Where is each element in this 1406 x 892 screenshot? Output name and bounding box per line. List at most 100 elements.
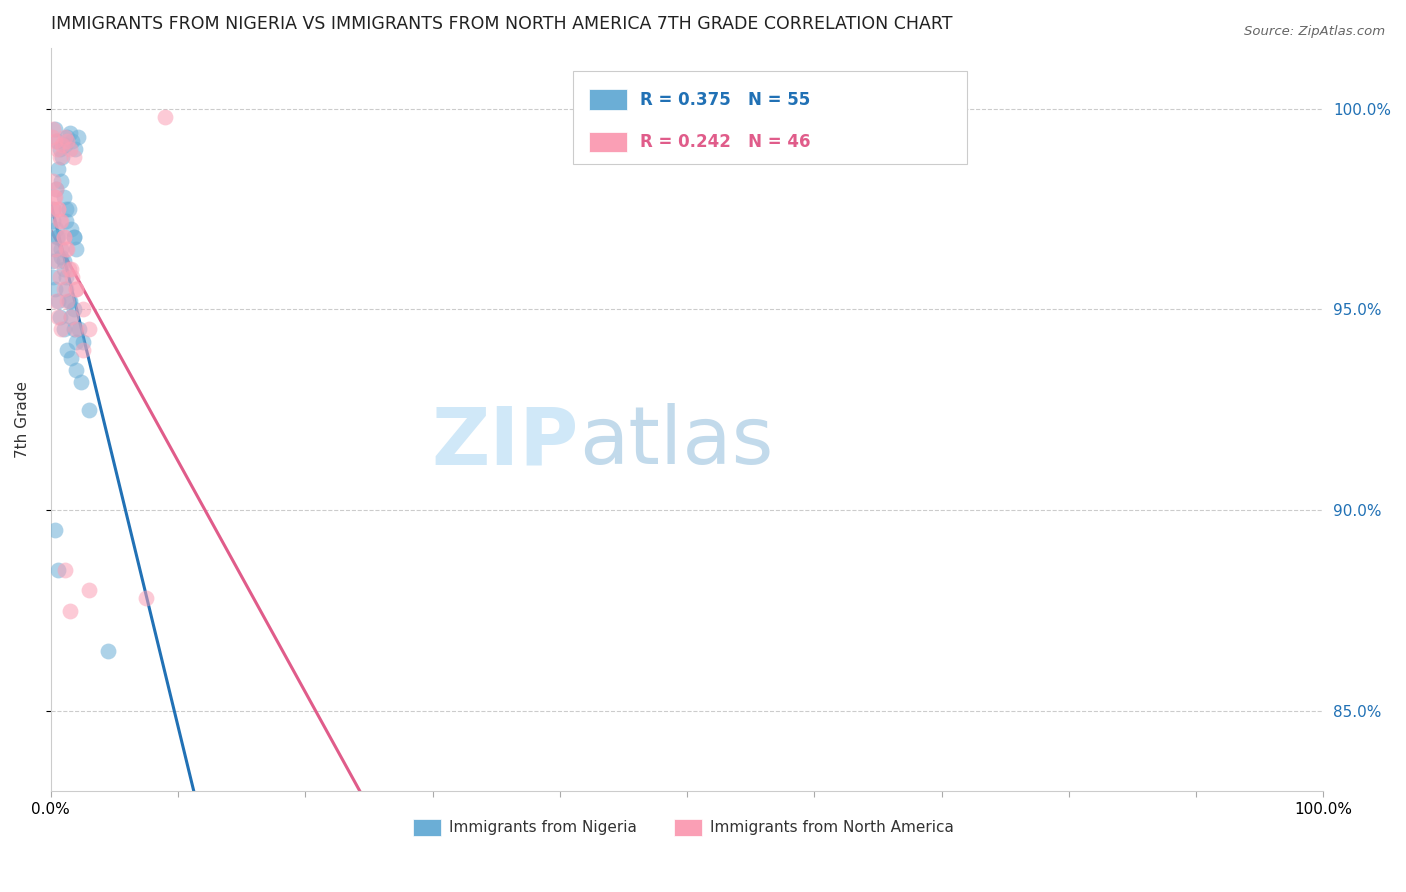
Point [52,230,75,244]
Point [56,242,79,256]
Point [60,310,83,325]
Bar [589,89,627,110]
Point [42,270,65,285]
Point [52,190,75,204]
Point [48,150,70,164]
Point [59,294,82,309]
Bar [413,820,441,836]
Text: ZIP: ZIP [432,403,579,481]
Bar [589,132,627,153]
Point [46,230,69,244]
Point [60,351,83,365]
Point [42,121,65,136]
Point [65,334,87,349]
Point [65,282,87,296]
Point [49,174,72,188]
Point [55,214,77,228]
Point [56,134,79,148]
Point [46,142,69,156]
Point [56,343,79,357]
Point [46,134,69,148]
Point [52,262,75,277]
Point [48,563,70,577]
Point [42,174,65,188]
Point [44,121,66,136]
Point [52,254,75,268]
Point [62,270,84,285]
Point [77,402,100,417]
Point [44,134,66,148]
Point [52,230,75,244]
Point [135,591,157,606]
Point [49,250,72,264]
Point [45,294,67,309]
Point [72,302,94,317]
Text: R = 0.375   N = 55: R = 0.375 N = 55 [640,91,810,109]
Point [155,110,177,124]
Point [62,302,84,317]
Point [51,137,73,152]
Point [44,282,66,296]
Point [44,190,66,204]
Point [45,182,67,196]
Point [62,150,84,164]
Point [72,334,94,349]
Point [41,129,63,144]
Point [56,129,79,144]
Point [55,270,77,285]
Y-axis label: 7th Grade: 7th Grade [15,381,30,458]
Text: IMMIGRANTS FROM NIGERIA VS IMMIGRANTS FROM NORTH AMERICA 7TH GRADE CORRELATION C: IMMIGRANTS FROM NIGERIA VS IMMIGRANTS FR… [51,15,952,33]
Point [62,230,84,244]
Point [49,214,72,228]
Point [59,142,82,156]
Point [66,129,89,144]
Point [46,294,69,309]
Point [42,190,65,204]
Text: Immigrants from Nigeria: Immigrants from Nigeria [449,820,637,835]
Point [42,214,65,228]
Point [52,282,75,296]
Point [53,129,76,144]
Point [62,230,84,244]
Point [49,310,72,325]
Point [62,322,84,336]
Text: R = 0.242   N = 46: R = 0.242 N = 46 [640,133,810,151]
Point [49,214,72,228]
Point [45,222,67,236]
Point [46,254,69,268]
Point [70,375,93,389]
Point [53,563,76,577]
Point [65,322,87,336]
FancyBboxPatch shape [572,70,967,163]
Text: Source: ZipAtlas.com: Source: ZipAtlas.com [1244,25,1385,38]
Point [56,294,79,309]
Point [55,202,77,216]
Point [55,282,77,296]
Point [60,222,83,236]
Point [59,126,82,140]
Point [48,270,70,285]
Point [62,134,84,148]
Point [48,202,70,216]
Point [67,322,90,336]
Point [44,523,66,537]
Point [46,202,69,216]
Point [49,322,72,336]
Point [58,294,80,309]
Point [77,322,100,336]
Text: Immigrants from North America: Immigrants from North America [710,820,953,835]
Point [44,242,66,256]
Point [60,262,83,277]
Point [97,643,120,657]
Point [77,583,100,598]
Point [55,242,77,256]
Point [41,254,63,268]
Point [65,282,87,296]
Text: atlas: atlas [579,403,773,481]
Point [59,603,82,617]
Point [49,242,72,256]
Point [58,262,80,277]
Point [48,161,70,176]
Point [58,202,80,216]
Point [42,202,65,216]
